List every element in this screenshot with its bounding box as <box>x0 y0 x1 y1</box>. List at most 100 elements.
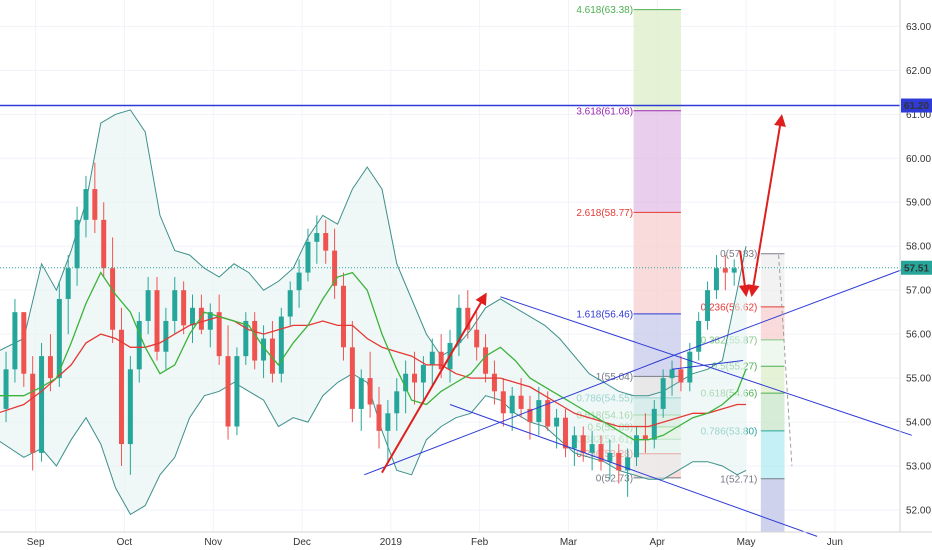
fib-retracement-zone <box>760 366 785 394</box>
candle-body <box>39 356 45 453</box>
y-tick-label: 61.00 <box>906 110 931 121</box>
x-tick-label: Apr <box>649 537 665 548</box>
candle-body <box>474 329 480 348</box>
fib-retracement-level-label: 1(52.71) <box>720 474 757 485</box>
drawings[interactable] <box>0 104 912 537</box>
candle-body <box>509 395 515 414</box>
candle-body <box>314 233 320 242</box>
candle-body <box>571 435 577 449</box>
fib-retracement-zone <box>760 430 785 479</box>
candle-body <box>642 435 648 440</box>
x-tick-label: Sep <box>27 537 45 548</box>
moving-average-red <box>0 315 746 428</box>
candle-body <box>340 285 346 348</box>
candle-body <box>74 219 80 269</box>
x-tick-label: Jun <box>827 537 843 548</box>
fib-extension-zone <box>633 313 681 377</box>
fib-extension-level-label: 0(52.73) <box>596 473 633 484</box>
candle-body <box>483 347 489 374</box>
candle-body <box>154 290 160 352</box>
candle-body <box>12 312 18 370</box>
candle-body <box>731 268 737 273</box>
candle-body <box>616 452 622 471</box>
price-label-text: 61.20 <box>904 101 929 112</box>
y-tick-label: 53.00 <box>906 462 931 473</box>
x-tick-label: May <box>737 537 756 548</box>
candle-body <box>385 413 391 431</box>
candle-body <box>252 320 258 361</box>
channel-upper-line[interactable] <box>500 296 912 436</box>
candle-body <box>625 457 631 471</box>
candle-body <box>403 373 409 392</box>
candle-body <box>358 378 364 409</box>
candle-body <box>172 290 178 321</box>
candle-body <box>207 312 213 330</box>
candle-body <box>110 268 116 330</box>
candle-body <box>278 316 284 374</box>
fib-extension-zone <box>633 110 681 213</box>
candle-body <box>634 435 640 458</box>
fib-extension-level-label: 2.618(58.77) <box>576 208 633 219</box>
x-tick-label: Nov <box>204 537 222 548</box>
candle-body <box>21 312 27 374</box>
candle-body <box>456 307 462 343</box>
candle-body <box>190 307 196 326</box>
candle-body <box>3 369 9 409</box>
impulse-up-arrow[interactable] <box>381 292 487 474</box>
price-label-box <box>901 98 932 113</box>
pullback-arrow[interactable] <box>738 250 751 297</box>
fib-extension-level-label: 1.618(56.46) <box>576 309 633 320</box>
candle-body <box>669 369 675 379</box>
candle-body <box>198 307 204 330</box>
candle-body <box>296 272 302 291</box>
candle-body <box>30 373 36 453</box>
candle-body <box>65 268 71 299</box>
candle-body <box>243 320 249 357</box>
fib-extension-level-label: 4.618(63.38) <box>576 5 633 16</box>
candle-body <box>234 356 240 427</box>
fib-extension-level-label: 1(55.04) <box>596 372 633 383</box>
candle-body <box>367 378 373 405</box>
candle-body <box>394 391 400 414</box>
y-tick-label: 57.00 <box>906 286 931 297</box>
rising-support-line[interactable] <box>364 265 912 476</box>
candle-body <box>181 290 187 326</box>
y-tick-label: 60.00 <box>906 154 931 165</box>
candle-body <box>269 338 275 374</box>
candle-body <box>465 307 471 330</box>
candle-body <box>349 347 355 409</box>
candle-body <box>305 241 311 273</box>
candle-body <box>598 444 604 462</box>
axes: 52.00 53.00 54.00 55.00 56.00 57.00 58.00 59.00… <box>27 22 932 548</box>
x-tick-label: 2019 <box>380 537 403 548</box>
candle-body <box>545 400 551 427</box>
y-tick-label: 56.00 <box>906 330 931 341</box>
fib-retracement-zone <box>760 393 785 431</box>
fib-retracement-extension-zone <box>760 478 785 532</box>
candle-body <box>705 290 711 321</box>
candle-body <box>136 320 142 370</box>
candle-body <box>536 400 542 423</box>
target-double-arrow[interactable] <box>747 114 786 297</box>
x-tick-label: Mar <box>560 537 578 548</box>
moving-averages <box>0 271 747 441</box>
rising-support-2-line[interactable] <box>671 360 744 370</box>
candle-body <box>500 391 506 414</box>
candle-body <box>83 189 89 220</box>
channel-lower-line[interactable] <box>449 404 818 537</box>
candle-body <box>127 369 133 445</box>
candle-body <box>376 404 382 431</box>
bollinger-upper-line <box>0 109 747 397</box>
moving-average-green <box>0 271 747 441</box>
bollinger-bands <box>0 109 747 516</box>
candle-body <box>429 351 435 365</box>
candle-body <box>696 320 702 352</box>
x-tick-label: Oct <box>117 537 133 548</box>
bollinger-fill <box>0 109 746 515</box>
fib-retracement-zone <box>760 306 785 340</box>
y-tick-label: 62.00 <box>906 66 931 77</box>
retrace-dashed[interactable] <box>778 254 793 467</box>
fib-retracement-zone <box>760 339 785 367</box>
y-tick-label: 63.00 <box>906 22 931 33</box>
